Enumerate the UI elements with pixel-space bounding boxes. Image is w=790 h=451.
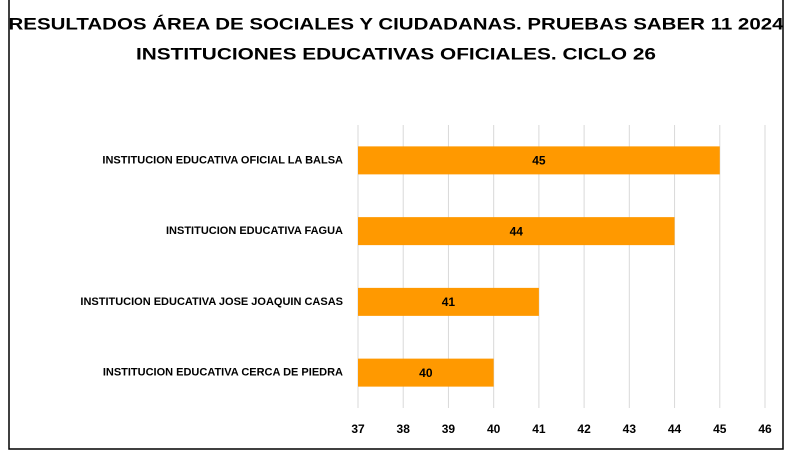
x-tick-label: 39 bbox=[442, 422, 456, 436]
x-tick-label: 46 bbox=[758, 422, 772, 436]
x-tick-label: 37 bbox=[351, 422, 365, 436]
y-tick-label: INSTITUCION EDUCATIVA CERCA DE PIEDRA bbox=[103, 367, 343, 379]
x-tick-label: 42 bbox=[577, 422, 591, 436]
bar bbox=[358, 287, 539, 316]
data-label: 45 bbox=[532, 154, 546, 168]
bar bbox=[358, 217, 675, 246]
y-tick-label: INSTITUCION EDUCATIVA FAGUA bbox=[166, 225, 343, 237]
x-tick-label: 43 bbox=[623, 422, 637, 436]
y-tick-label: INSTITUCION EDUCATIVA OFICIAL LA BALSA bbox=[102, 154, 343, 166]
chart-title: INSTITUCIONES EDUCATIVAS OFICIALES. CICL… bbox=[136, 44, 656, 63]
x-tick-label: 44 bbox=[668, 422, 682, 436]
data-label: 44 bbox=[510, 224, 524, 238]
bar bbox=[358, 358, 494, 387]
x-tick-label: 40 bbox=[487, 422, 501, 436]
data-label: 40 bbox=[419, 366, 433, 380]
chart-title: RESULTADOS ÁREA DE SOCIALES Y CIUDADANAS… bbox=[9, 14, 785, 33]
x-tick-label: 41 bbox=[532, 422, 546, 436]
x-tick-label: 38 bbox=[397, 422, 411, 436]
frame bbox=[8, 0, 784, 450]
y-tick-label: INSTITUCION EDUCATIVA JOSE JOAQUIN CASAS bbox=[80, 296, 343, 308]
data-label: 41 bbox=[442, 295, 456, 309]
bar bbox=[358, 146, 720, 175]
x-tick-label: 45 bbox=[713, 422, 727, 436]
